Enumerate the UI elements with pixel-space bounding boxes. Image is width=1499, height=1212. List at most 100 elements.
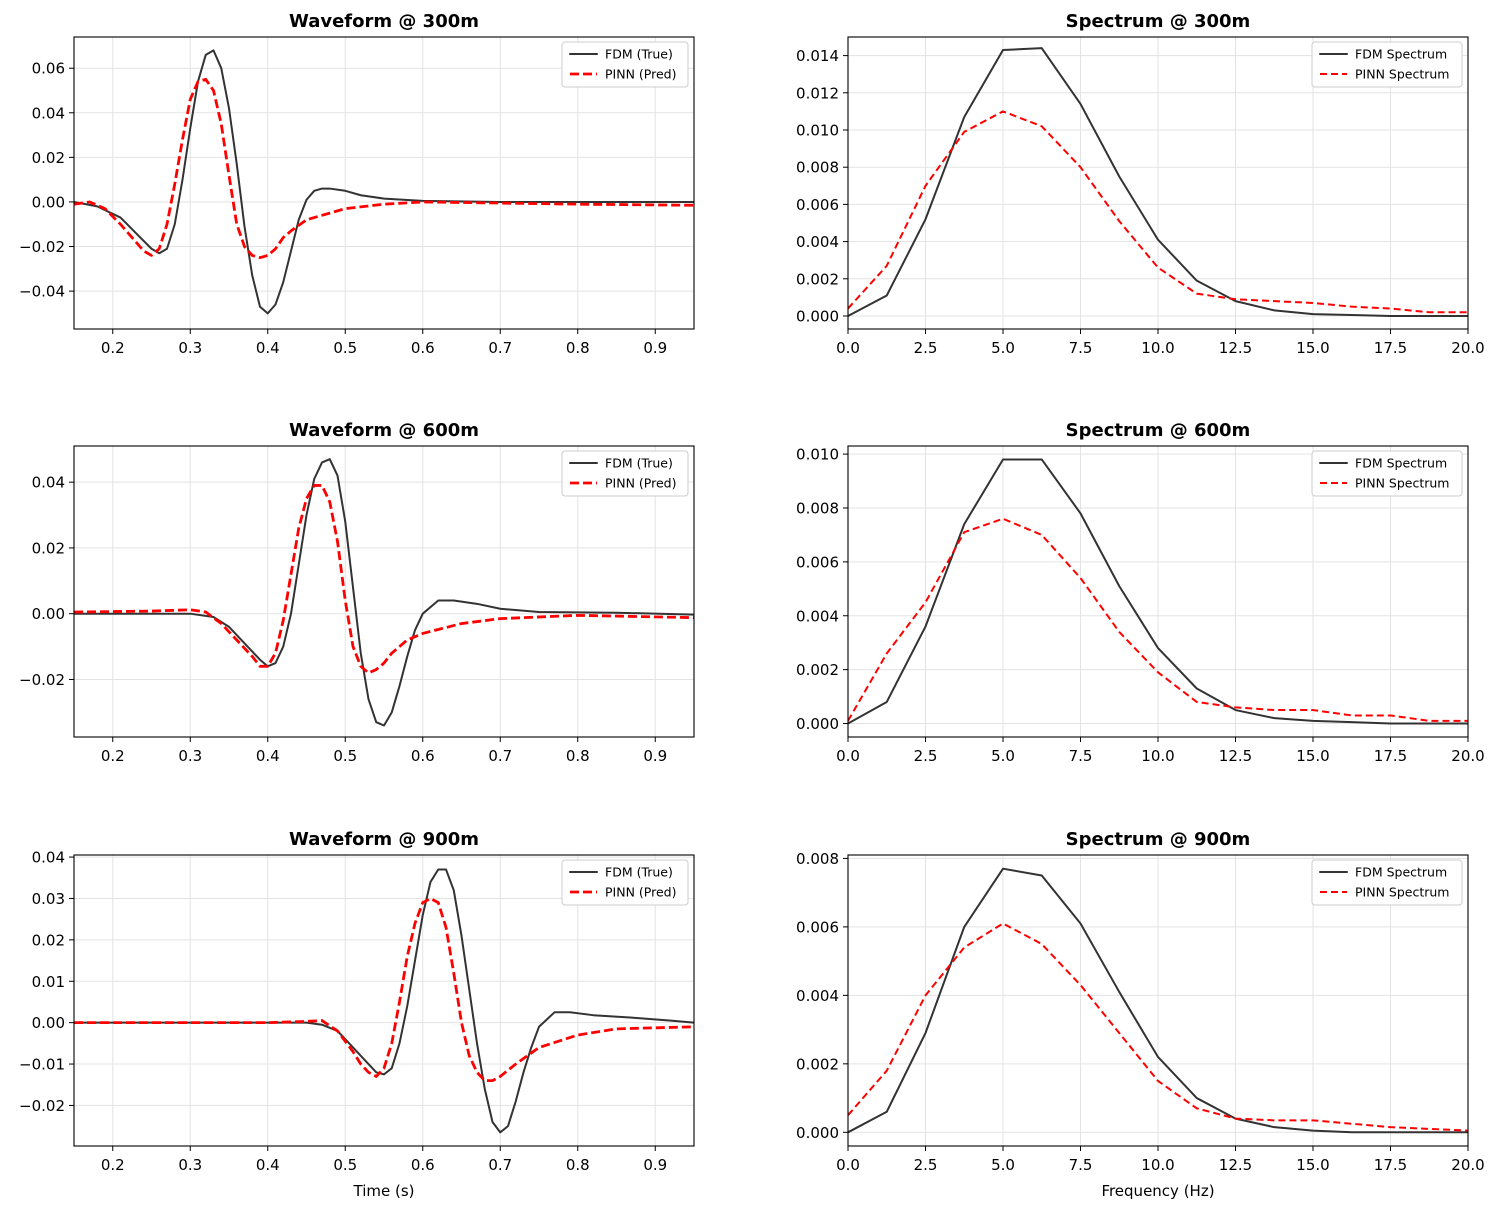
series-fdm-true bbox=[74, 868, 694, 1134]
x-tick-label: 0.5 bbox=[333, 747, 357, 765]
y-tick-label: 0.03 bbox=[32, 890, 65, 908]
panel-title: Waveform @ 600m bbox=[289, 420, 479, 441]
x-tick-label: 12.5 bbox=[1219, 339, 1252, 357]
x-tick-label: 0.4 bbox=[256, 339, 280, 357]
x-tick-label: 0.7 bbox=[488, 1156, 512, 1174]
y-tick-label: 0.010 bbox=[796, 121, 839, 139]
axes-frame bbox=[73, 445, 695, 738]
y-tick-label: 0.002 bbox=[796, 270, 839, 288]
legend-label: FDM (True) bbox=[605, 47, 673, 62]
series-pinn-spectrum bbox=[848, 110, 1468, 314]
legend-label: PINN Spectrum bbox=[1355, 476, 1449, 491]
panel-title: Spectrum @ 900m bbox=[1066, 829, 1251, 850]
y-tick-label: 0.00 bbox=[32, 1014, 65, 1032]
legend: FDM Spectrum PINN Spectrum bbox=[1311, 41, 1463, 88]
panel-title: Spectrum @ 300m bbox=[1066, 11, 1251, 32]
x-tick-label: 10.0 bbox=[1141, 747, 1174, 765]
x-tick-label: 15.0 bbox=[1296, 747, 1329, 765]
y-tick-label: 0.04 bbox=[32, 474, 65, 492]
x-tick-label: 17.5 bbox=[1374, 747, 1407, 765]
legend: FDM (True) PINN (Pred) bbox=[561, 41, 689, 88]
y-tick-label: 0.01 bbox=[32, 973, 65, 991]
x-tick-label: 20.0 bbox=[1451, 339, 1484, 357]
x-tick-label: 0.4 bbox=[256, 1156, 280, 1174]
y-tick-label: 0.012 bbox=[796, 84, 839, 102]
series-pinn-pred bbox=[74, 897, 694, 1082]
y-tick-label: 0.06 bbox=[32, 60, 65, 78]
legend-label: PINN (Pred) bbox=[605, 67, 676, 82]
x-tick-label: 0.0 bbox=[836, 747, 860, 765]
y-tick-label: 0.006 bbox=[796, 918, 839, 936]
panel-1: 0.2 0.3 0.4 0.5 0.6 0.7 0.8 0.9 −0.04 −0.02 0.00 0.… bbox=[19, 11, 695, 357]
series-pinn-spectrum bbox=[848, 922, 1468, 1132]
x-tick-label: 0.2 bbox=[101, 1156, 125, 1174]
x-tick-label: 0.8 bbox=[566, 339, 590, 357]
y-tick-label: 0.006 bbox=[796, 553, 839, 571]
panel-title: Spectrum @ 600m bbox=[1066, 420, 1251, 441]
panel-3: 0.2 0.3 0.4 0.5 0.6 0.7 0.8 0.9 −0.02 0.00 0.02 0.0… bbox=[19, 420, 695, 765]
y-tick-label: −0.02 bbox=[19, 238, 65, 256]
x-tick-label: 0.9 bbox=[643, 339, 667, 357]
x-tick-label: 17.5 bbox=[1374, 339, 1407, 357]
y-tick-label: −0.02 bbox=[19, 671, 65, 689]
x-tick-label: 0.5 bbox=[333, 339, 357, 357]
x-tick-label: 10.0 bbox=[1141, 339, 1174, 357]
legend: FDM Spectrum PINN Spectrum bbox=[1311, 859, 1463, 906]
x-tick-label: 0.5 bbox=[333, 1156, 357, 1174]
x-tick-label: 5.0 bbox=[991, 747, 1015, 765]
x-tick-label: 0.9 bbox=[643, 747, 667, 765]
legend-label: FDM Spectrum bbox=[1355, 456, 1447, 471]
legend-label: FDM Spectrum bbox=[1355, 47, 1447, 62]
x-tick-label: 2.5 bbox=[914, 747, 938, 765]
x-tick-label: 5.0 bbox=[991, 1156, 1015, 1174]
y-tick-label: 0.00 bbox=[32, 605, 65, 623]
y-tick-label: 0.008 bbox=[796, 850, 839, 868]
y-tick-label: 0.04 bbox=[32, 104, 65, 122]
y-tick-label: 0.006 bbox=[796, 196, 839, 214]
y-tick-label: 0.008 bbox=[796, 159, 839, 177]
y-tick-label: 0.004 bbox=[796, 233, 839, 251]
legend-label: FDM (True) bbox=[605, 865, 673, 880]
x-tick-label: 0.4 bbox=[256, 747, 280, 765]
x-tick-label: 0.7 bbox=[488, 339, 512, 357]
legend: FDM Spectrum PINN Spectrum bbox=[1311, 450, 1463, 497]
x-tick-label: 7.5 bbox=[1069, 747, 1093, 765]
y-tick-label: 0.02 bbox=[32, 931, 65, 949]
y-tick-label: 0.04 bbox=[32, 849, 65, 867]
legend-label: PINN Spectrum bbox=[1355, 67, 1449, 82]
legend-box bbox=[1311, 41, 1463, 88]
series-fdm-spectrum bbox=[848, 458, 1468, 725]
x-tick-label: 0.0 bbox=[836, 1156, 860, 1174]
x-tick-label: 2.5 bbox=[914, 339, 938, 357]
legend-label: FDM Spectrum bbox=[1355, 865, 1447, 880]
legend-box bbox=[1311, 859, 1463, 906]
legend-label: FDM (True) bbox=[605, 456, 673, 471]
y-tick-label: 0.004 bbox=[796, 987, 839, 1005]
y-tick-label: 0.002 bbox=[796, 1055, 839, 1073]
panel-4: 0.0 2.5 5.0 7.5 10.0 12.5 15.0 17.5 20.0 0.000 0.0… bbox=[796, 420, 1485, 765]
panel-5: 0.2 0.3 0.4 0.5 0.6 0.7 0.8 0.9 −0.02 −0.01 0.00 0.… bbox=[19, 829, 695, 1200]
x-axis-label: Time (s) bbox=[353, 1182, 415, 1200]
x-tick-label: 0.8 bbox=[566, 1156, 590, 1174]
panel-title: Waveform @ 300m bbox=[289, 11, 479, 32]
y-tick-label: 0.000 bbox=[796, 1124, 839, 1142]
x-tick-label: 0.3 bbox=[178, 339, 202, 357]
x-tick-label: 0.3 bbox=[178, 1156, 202, 1174]
legend: FDM (True) PINN (Pred) bbox=[561, 450, 689, 497]
y-tick-label: −0.04 bbox=[19, 283, 65, 301]
x-tick-label: 7.5 bbox=[1069, 339, 1093, 357]
x-tick-label: 0.9 bbox=[643, 1156, 667, 1174]
x-tick-label: 0.8 bbox=[566, 747, 590, 765]
panel-2: 0.0 2.5 5.0 7.5 10.0 12.5 15.0 17.5 20.0 0.000 0.0… bbox=[796, 11, 1485, 357]
panel-title: Waveform @ 900m bbox=[289, 829, 479, 850]
x-tick-label: 2.5 bbox=[914, 1156, 938, 1174]
x-tick-label: 12.5 bbox=[1219, 747, 1252, 765]
legend-label: PINN (Pred) bbox=[605, 476, 676, 491]
x-tick-label: 0.2 bbox=[101, 339, 125, 357]
y-tick-label: 0.000 bbox=[796, 307, 839, 325]
y-tick-label: 0.008 bbox=[796, 499, 839, 517]
x-tick-label: 0.6 bbox=[411, 1156, 435, 1174]
series-pinn-pred bbox=[74, 77, 694, 260]
x-tick-label: 20.0 bbox=[1451, 1156, 1484, 1174]
x-tick-label: 20.0 bbox=[1451, 747, 1484, 765]
